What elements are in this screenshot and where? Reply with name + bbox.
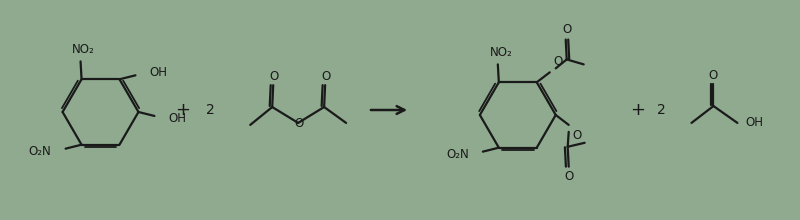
- Text: NO₂: NO₂: [72, 43, 95, 56]
- Text: O: O: [573, 129, 582, 142]
- Text: +: +: [630, 101, 645, 119]
- Text: 2: 2: [206, 103, 214, 117]
- Text: OH: OH: [169, 112, 186, 125]
- Text: +: +: [175, 101, 190, 119]
- Text: O₂N: O₂N: [29, 145, 52, 158]
- Text: OH: OH: [150, 66, 167, 79]
- Text: 2: 2: [657, 103, 666, 117]
- Text: O: O: [562, 23, 571, 36]
- Text: O: O: [564, 170, 574, 183]
- Text: O: O: [709, 69, 718, 82]
- Text: NO₂: NO₂: [490, 46, 512, 59]
- Text: O: O: [554, 55, 563, 68]
- Text: O: O: [270, 70, 279, 83]
- Text: O: O: [322, 70, 330, 83]
- Text: O: O: [294, 117, 304, 130]
- Text: OH: OH: [746, 116, 763, 129]
- Text: O₂N: O₂N: [446, 148, 469, 161]
